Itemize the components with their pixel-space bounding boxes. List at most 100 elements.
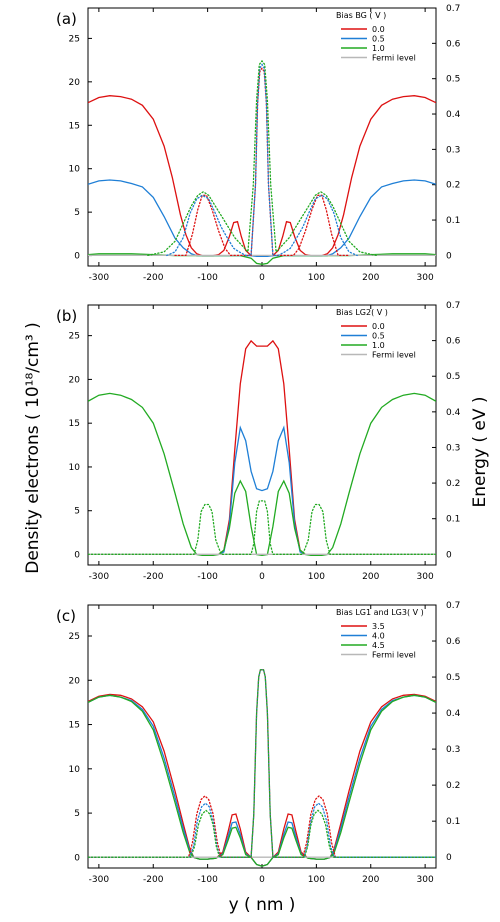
series-line-0-0-energy	[174, 66, 350, 257]
series-line-1-0-density	[88, 392, 436, 557]
shared-y-label-right: Energy ( eV )	[470, 396, 490, 507]
y-tick-label-left: 15	[69, 721, 80, 731]
x-tick-label: -200	[143, 572, 164, 582]
legend-entry-label: 1.0	[372, 44, 385, 53]
y-tick-label-right: 0.3	[446, 745, 460, 755]
y-tick-label-left: 20	[69, 375, 81, 385]
x-tick-label: 300	[417, 875, 434, 885]
panel-1: -300 -200 -100 0 100 200 300 0 5 10 15 20 25 0 0.1 0.2 0…	[56, 4, 461, 283]
series-line-4-0-density	[88, 694, 436, 867]
y-tick-label-right: 0	[446, 550, 452, 560]
shared-y-label-left: Density electrons ( 10¹⁸/cm³ )	[23, 322, 43, 574]
y-tick-label-left: 20	[69, 676, 81, 686]
y-tick-label-right: 0.6	[446, 337, 461, 347]
y-tick-label-right: 0.6	[446, 39, 461, 49]
series-line-3-5-density	[88, 693, 436, 867]
x-tick-label: -300	[89, 273, 110, 283]
y-tick-label-left: 5	[74, 208, 80, 218]
y-tick-label-right: 0.5	[446, 372, 460, 382]
legend-entry-label: Fermi level	[372, 651, 416, 660]
x-tick-label: 300	[417, 273, 434, 283]
panel-2: -300 -200 -100 0 100 200 300 0 5 10 15 20 25 0 0.1 0.2 0…	[56, 301, 461, 582]
legend-entry-label: Fermi level	[372, 351, 416, 360]
y-tick-label-left: 10	[69, 765, 81, 775]
shared-x-label: y ( nm )	[229, 895, 296, 915]
y-tick-label-left: 15	[69, 419, 80, 429]
y-tick-label-right: 0.3	[446, 145, 460, 155]
panel-label: (c)	[56, 607, 76, 625]
y-tick-label-left: 10	[69, 463, 81, 473]
y-tick-label-right: 0	[446, 251, 452, 261]
y-tick-label-left: 20	[69, 78, 81, 88]
series-line-4-5-density	[88, 694, 436, 867]
series-line-0-5-density	[218, 425, 306, 556]
panel-label: (b)	[56, 307, 77, 325]
series-line-0-0-density	[88, 95, 436, 257]
y-tick-label-left: 0	[74, 550, 80, 560]
x-tick-label: 0	[259, 572, 265, 582]
y-tick-label-right: 0.7	[446, 4, 460, 14]
x-tick-label: 0	[259, 875, 265, 885]
legend-title: Bias BG ( V )	[336, 11, 386, 20]
legend-entry-label: 4.0	[372, 632, 385, 641]
x-tick-label: 100	[308, 572, 325, 582]
y-tick-label-right: 0.5	[446, 673, 460, 683]
x-tick-label: -300	[89, 875, 110, 885]
legend-title: Bias LG2( V )	[336, 308, 388, 317]
y-tick-label-left: 25	[69, 332, 80, 342]
x-tick-label: 300	[417, 572, 434, 582]
series-line-4-5-energy	[88, 669, 436, 858]
x-tick-label: -100	[197, 572, 218, 582]
x-tick-label: -100	[197, 273, 218, 283]
y-tick-label-left: 0	[74, 252, 80, 262]
y-tick-label-right: 0.1	[446, 817, 460, 827]
legend-entry-label: 0.0	[372, 25, 385, 34]
y-tick-label-right: 0.4	[446, 408, 461, 418]
y-tick-label-right: 0.2	[446, 781, 460, 791]
y-tick-label-right: 0.5	[446, 75, 460, 85]
y-tick-label-right: 0	[446, 853, 452, 863]
x-tick-label: 100	[308, 875, 325, 885]
legend-entry-label: 3.5	[372, 622, 385, 631]
legend-title: Bias LG1 and LG3( V )	[336, 608, 424, 617]
y-tick-label-left: 15	[69, 121, 80, 131]
y-tick-label-right: 0.7	[446, 601, 460, 611]
y-tick-label-left: 0	[74, 853, 80, 863]
series-line-1-0-density	[88, 253, 436, 265]
y-tick-label-right: 0.7	[446, 301, 460, 311]
y-tick-label-right: 0.4	[446, 110, 461, 120]
y-tick-label-left: 5	[74, 809, 80, 819]
y-tick-label-right: 0.6	[446, 637, 461, 647]
series-line-1-0-energy	[88, 500, 436, 555]
y-tick-label-left: 25	[69, 34, 80, 44]
y-tick-label-right: 0.3	[446, 443, 460, 453]
series-line-0-0-density	[218, 339, 306, 556]
legend-entry-label: 0.5	[372, 332, 385, 341]
legend-entry-label: 0.0	[372, 322, 385, 331]
x-tick-label: 200	[362, 273, 379, 283]
legend-entry-label: 0.5	[372, 35, 385, 44]
x-tick-label: 100	[308, 273, 325, 283]
series-line-4-0-energy	[88, 669, 436, 858]
x-tick-label: 200	[362, 572, 379, 582]
panel-label: (a)	[56, 10, 77, 28]
x-tick-label: -200	[143, 875, 164, 885]
y-tick-label-left: 5	[74, 507, 80, 517]
series-line-0-5-density	[88, 179, 436, 258]
x-tick-label: 0	[259, 273, 265, 283]
series-line-1-0-energy	[147, 59, 377, 257]
x-tick-label: -300	[89, 572, 110, 582]
x-tick-label: -100	[197, 875, 218, 885]
legend-entry-label: 4.5	[372, 641, 385, 650]
y-tick-label-left: 10	[69, 165, 81, 175]
y-tick-label-right: 0.2	[446, 181, 460, 191]
series-line-0-5-energy	[166, 63, 358, 257]
y-tick-label-right: 0.1	[446, 216, 460, 226]
y-tick-label-left: 25	[69, 632, 80, 642]
x-tick-label: 200	[362, 875, 379, 885]
y-tick-label-right: 0.4	[446, 709, 461, 719]
legend-entry-label: Fermi level	[372, 54, 416, 63]
panel-3: -300 -200 -100 0 100 200 300 0 5 10 15 20 25 0 0.1 0.2 0…	[56, 601, 461, 885]
series-line-3-5-energy	[88, 669, 436, 858]
